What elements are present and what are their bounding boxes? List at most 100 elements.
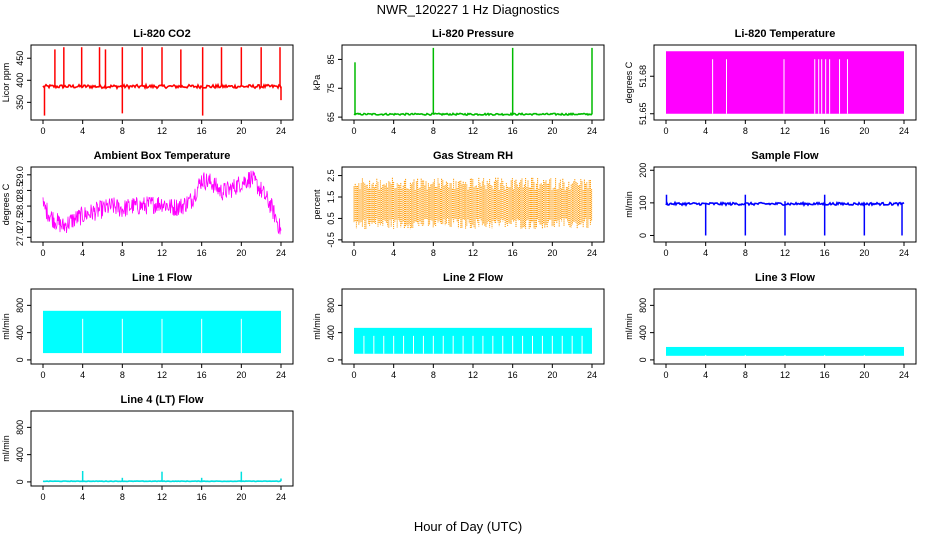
x-tick-label: 16 (820, 126, 830, 136)
x-tick-label: 24 (587, 126, 597, 136)
series-line (353, 112, 593, 117)
x-tick-label: 8 (120, 492, 125, 502)
panel-title: Line 4 (LT) Flow (121, 394, 204, 406)
x-tick-label: 0 (663, 126, 668, 136)
x-tick-label: 24 (899, 370, 909, 380)
y-tick-label: 2.5 (326, 169, 336, 182)
x-tick-label: 8 (431, 126, 436, 136)
series-5 (353, 177, 593, 230)
x-tick-label: 20 (859, 248, 869, 258)
panel-5: Gas Stream RH percent 0 4 8 12 16 20 24 -0.5 0.5 1.… (312, 150, 605, 258)
panel-3: Li-820 Temperature degrees C 0 4 8 12 16 20 24 51… (624, 28, 917, 136)
y-axis-label: ml/min (624, 191, 634, 218)
x-tick-label: 4 (703, 370, 708, 380)
series-10 (42, 471, 282, 483)
panel-4: Ambient Box Temperature degrees C 0 4 8 12 16 2… (1, 150, 294, 258)
x-tick-label: 24 (587, 248, 597, 258)
y-tick-label: 75 (326, 83, 336, 93)
y-tick-label: 800 (15, 420, 25, 435)
y-tick-label: 400 (15, 447, 25, 462)
x-tick-label: 8 (431, 370, 436, 380)
x-tick-label: 4 (80, 248, 85, 258)
x-tick-label: 20 (236, 248, 246, 258)
y-tick-label: 1.5 (326, 191, 336, 204)
x-tick-label: 12 (468, 248, 478, 258)
x-tick-label: 0 (40, 492, 45, 502)
panel-title: Line 3 Flow (755, 272, 815, 284)
y-tick-label: 400 (638, 325, 648, 340)
x-tick-label: 12 (780, 248, 790, 258)
x-tick-label: 0 (663, 370, 668, 380)
x-tick-label: 20 (547, 248, 557, 258)
y-tick-label: 200 (638, 163, 648, 178)
panel-title: Ambient Box Temperature (94, 150, 231, 162)
series-line (42, 170, 282, 235)
y-tick-label: 85 (326, 54, 336, 64)
panel-title: Li-820 Temperature (735, 28, 836, 40)
y-tick-label: 29.0 (15, 166, 25, 184)
x-tick-label: 4 (391, 126, 396, 136)
y-axis-label: ml/min (312, 313, 322, 340)
panel-7: Line 1 Flow ml/min 0 4 8 12 16 20 24 0 400 800 (1, 272, 294, 380)
x-tick-label: 16 (508, 126, 518, 136)
x-tick-label: 16 (820, 248, 830, 258)
x-tick-label: 12 (780, 126, 790, 136)
x-tick-label: 0 (351, 248, 356, 258)
x-tick-label: 24 (276, 126, 286, 136)
x-tick-label: 20 (859, 126, 869, 136)
x-tick-label: 12 (157, 248, 167, 258)
series-4 (42, 170, 282, 235)
y-tick-label: 800 (638, 298, 648, 313)
filled-band (666, 51, 904, 114)
x-tick-label: 12 (468, 126, 478, 136)
x-tick-label: 20 (236, 492, 246, 502)
x-tick-label: 24 (899, 126, 909, 136)
x-tick-label: 4 (703, 248, 708, 258)
x-tick-label: 16 (197, 126, 207, 136)
figure-xlabel: Hour of Day (UTC) (414, 519, 522, 534)
x-tick-label: 8 (743, 248, 748, 258)
x-tick-label: 8 (120, 370, 125, 380)
y-tick-label: -0.5 (326, 232, 336, 248)
y-tick-label: 400 (326, 325, 336, 340)
x-tick-label: 16 (197, 370, 207, 380)
x-tick-label: 24 (276, 492, 286, 502)
x-tick-label: 8 (743, 126, 748, 136)
x-tick-label: 12 (157, 126, 167, 136)
x-tick-label: 16 (508, 248, 518, 258)
x-tick-label: 16 (508, 370, 518, 380)
y-axis-label: degrees C (1, 183, 11, 225)
x-tick-label: 0 (663, 248, 668, 258)
x-tick-label: 20 (859, 370, 869, 380)
x-tick-label: 4 (80, 370, 85, 380)
panel-title: Line 1 Flow (132, 272, 192, 284)
x-tick-label: 24 (587, 370, 597, 380)
x-tick-label: 0 (351, 126, 356, 136)
x-tick-label: 16 (820, 370, 830, 380)
y-tick-label: 0 (15, 479, 25, 484)
y-tick-label: 0 (638, 357, 648, 362)
x-tick-label: 12 (780, 370, 790, 380)
panel-8: Line 2 Flow ml/min 0 4 8 12 16 20 24 0 400 800 (312, 272, 605, 380)
y-axis-label: ml/min (1, 435, 11, 462)
panel-title: Line 2 Flow (443, 272, 503, 284)
figure-title: NWR_120227 1 Hz Diagnostics (377, 2, 560, 17)
x-tick-label: 24 (899, 248, 909, 258)
x-tick-label: 8 (120, 248, 125, 258)
series-9 (666, 346, 904, 356)
y-axis-label: kPa (312, 75, 322, 91)
y-tick-label: 400 (15, 325, 25, 340)
y-axis-label: ml/min (1, 313, 11, 340)
y-axis-label: percent (312, 189, 322, 220)
y-tick-label: 0 (638, 233, 648, 238)
x-tick-label: 4 (391, 370, 396, 380)
x-tick-label: 20 (547, 370, 557, 380)
series-2 (353, 47, 593, 117)
x-tick-label: 16 (197, 492, 207, 502)
y-tick-label: 27.5 (15, 213, 25, 231)
y-tick-label: 51.68 (638, 65, 648, 88)
y-tick-label: 0.5 (326, 212, 336, 225)
x-tick-label: 12 (157, 370, 167, 380)
x-tick-label: 20 (236, 370, 246, 380)
